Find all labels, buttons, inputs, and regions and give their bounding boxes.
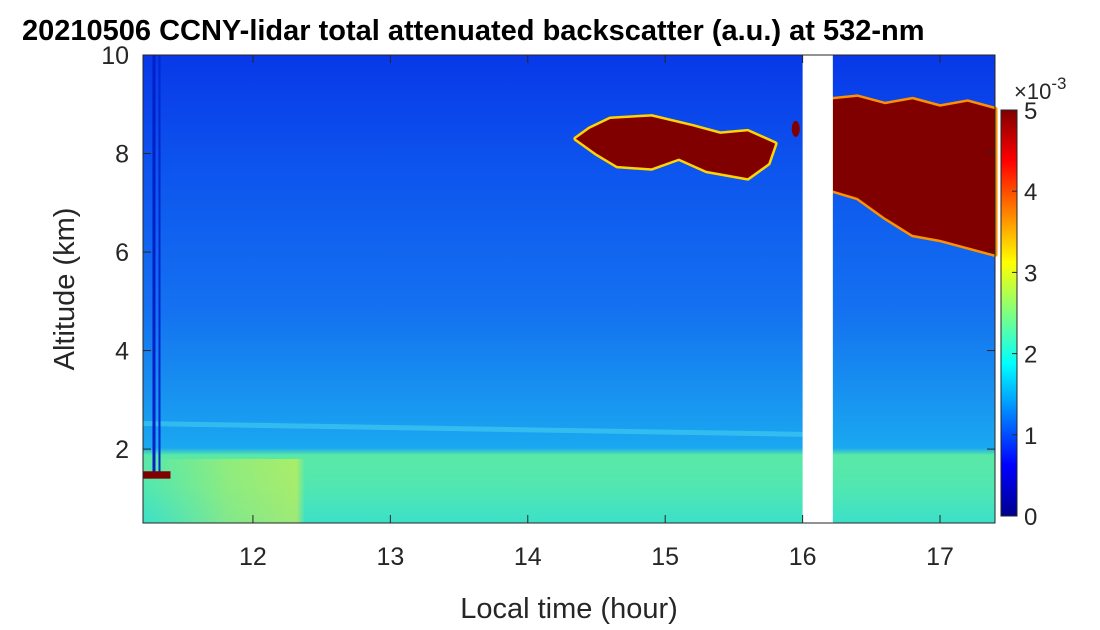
y-tick-label: 4 (115, 338, 129, 366)
colorbar-tick-label: 0 (1024, 504, 1037, 531)
cirrus-cloud-2 (832, 96, 995, 255)
residual-layer-line (142, 420, 803, 437)
y-axis-ticks: 2 4 6 8 10 (101, 42, 995, 464)
chart-title: 20210506 CCNY-lidar total attenuated bac… (22, 15, 925, 47)
colorbar: 0 1 2 3 4 5 ×10-3 (1000, 74, 1066, 531)
colorbar-tick-label: 1 (1024, 423, 1037, 450)
data-gap (802, 54, 833, 524)
y-tick-label: 8 (115, 141, 129, 169)
colorbar-tick-label: 4 (1024, 179, 1037, 206)
cirrus-cloud-1 (575, 116, 776, 179)
colorbar-tick-label: 5 (1024, 98, 1037, 125)
x-tick-label: 15 (651, 543, 679, 571)
low-cloud (143, 471, 171, 479)
y-axis-label: Altitude (km) (49, 208, 81, 371)
y-tick-label: 6 (115, 239, 129, 267)
y-tick-label: 10 (101, 42, 129, 70)
x-tick-label: 13 (376, 543, 404, 571)
colorbar-gradient (1000, 109, 1018, 517)
y-tick-label: 2 (115, 436, 129, 464)
x-tick-label: 17 (926, 543, 954, 571)
axes-frame (142, 54, 996, 524)
boundary-layer-variation (143, 458, 995, 523)
x-axis-ticks: 12 13 14 15 16 17 (239, 55, 954, 571)
colorbar-tick-label: 2 (1024, 342, 1037, 369)
colorbar-ticks: 0 1 2 3 4 5 (1012, 98, 1037, 531)
colorbar-tick-label: 3 (1024, 260, 1037, 287)
cirrus-fragment (791, 120, 800, 137)
x-tick-label: 12 (239, 543, 267, 571)
x-tick-label: 14 (514, 543, 542, 571)
x-tick-label: 16 (789, 543, 817, 571)
colorbar-multiplier: ×10-3 (1014, 74, 1066, 104)
heatmap-features (142, 55, 998, 479)
x-axis-label: Local time (hour) (460, 593, 678, 625)
plot-area (142, 54, 998, 524)
